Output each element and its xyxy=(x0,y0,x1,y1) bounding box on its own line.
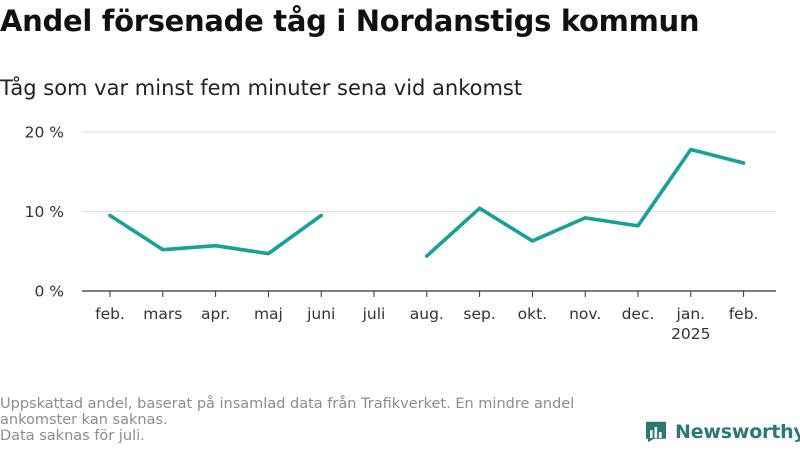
series-line-segment xyxy=(108,213,324,256)
grid-lines xyxy=(82,131,776,292)
footnote-source: Uppskattad andel, baserat på insamlad da… xyxy=(0,396,575,428)
y-tick-label: 20 % xyxy=(25,124,64,142)
x-tick-label: maj xyxy=(254,305,283,323)
x-tick-label: aug. xyxy=(410,305,444,323)
x-tick-label: sep. xyxy=(463,305,495,323)
x-tick-label: dec. xyxy=(622,305,655,323)
x-tick-label: okt. xyxy=(518,305,547,323)
x-year-label: 2025 xyxy=(671,325,710,343)
x-tick-label: juni xyxy=(306,305,335,323)
newsworthy-logo-icon xyxy=(646,421,666,443)
x-tick-label: feb. xyxy=(95,305,125,323)
x-tick-label: mars xyxy=(143,305,182,323)
y-axis-tick-labels: 0 % 10 % 20 % xyxy=(25,124,64,301)
x-tick-label: feb. xyxy=(729,305,759,323)
x-axis-tick-labels: feb. mars apr. maj juni juli aug. sep. okt. nov. d… xyxy=(95,291,758,343)
y-tick-label: 0 % xyxy=(34,283,64,301)
chart-title: Andel försenade tåg i Nordanstigs kommun xyxy=(0,4,700,38)
y-tick-label: 10 % xyxy=(25,203,64,221)
x-tick-label: nov. xyxy=(569,305,601,323)
x-tick-label: apr. xyxy=(201,305,230,323)
footnote-missing-data: Data saknas för juli. xyxy=(0,428,145,444)
brand-logo: Newsworthy xyxy=(644,420,800,444)
series-lines xyxy=(108,147,746,258)
footnote: Uppskattad andel, baserat på insamlad da… xyxy=(0,396,630,444)
x-tick-label: jan. xyxy=(676,305,706,323)
series-line-segment xyxy=(424,147,746,258)
x-tick-label: juli xyxy=(362,305,386,323)
chart-subtitle: Tåg som var minst fem minuter sena vid a… xyxy=(0,76,523,100)
brand-name: Newsworthy xyxy=(675,421,800,443)
